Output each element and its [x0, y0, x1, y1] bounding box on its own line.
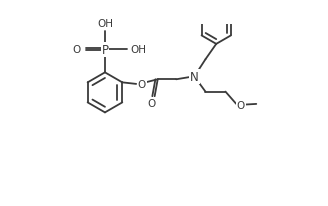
Text: N: N	[190, 70, 199, 83]
Text: P: P	[101, 43, 109, 56]
Text: O: O	[237, 101, 245, 111]
Text: OH: OH	[97, 19, 113, 29]
Text: O: O	[137, 80, 146, 89]
Text: O: O	[147, 99, 156, 109]
Text: OH: OH	[130, 45, 146, 55]
Text: O: O	[72, 45, 81, 55]
